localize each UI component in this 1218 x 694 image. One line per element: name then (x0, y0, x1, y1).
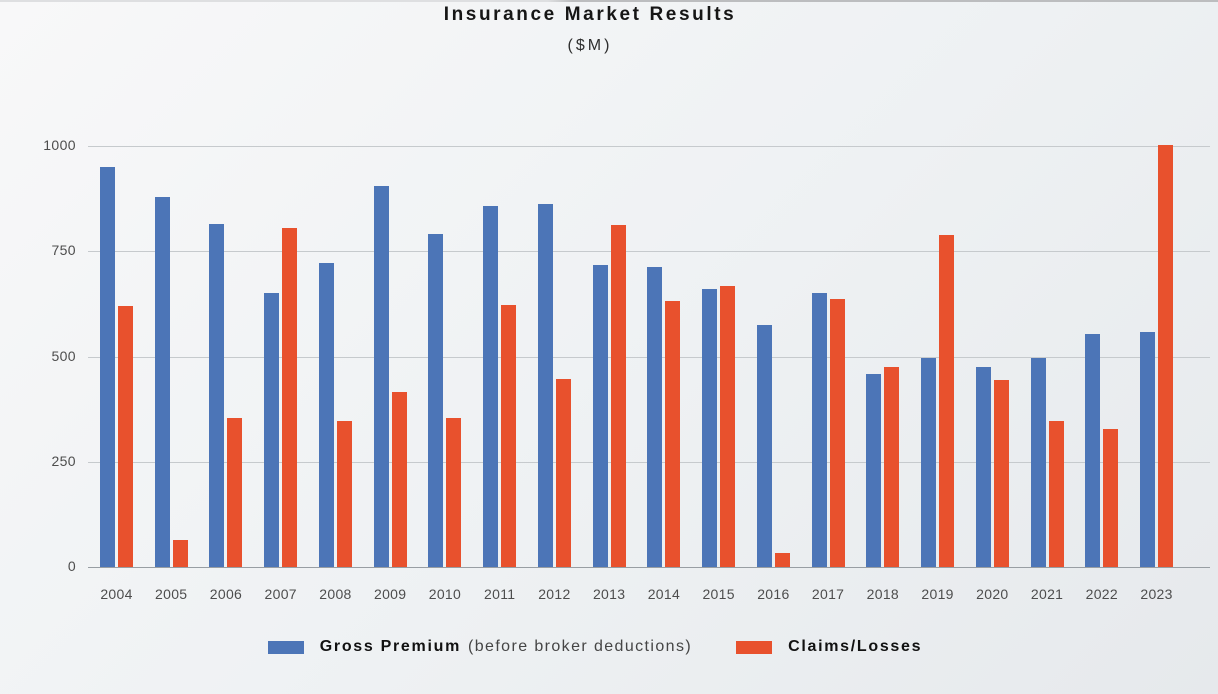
bar-claims-losses-2018 (884, 366, 900, 567)
x-axis-tick-label-2020: 2020 (976, 586, 1009, 602)
y-axis-tick-label-500: 500 (51, 347, 76, 364)
bar-claims-losses-2009 (391, 392, 407, 567)
x-axis-tick-label-2015: 2015 (702, 586, 735, 602)
bar-claims-losses-2007 (282, 227, 298, 567)
legend-text-gross-premium: Gross Premium (before broker deductions) (320, 638, 692, 656)
bar-gross-premium-2005 (154, 197, 170, 567)
bar-claims-losses-2022 (1103, 428, 1119, 567)
bar-claims-losses-2010 (446, 417, 462, 567)
x-axis-tick-label-2022: 2022 (1085, 586, 1118, 602)
x-axis-tick-label-2008: 2008 (319, 586, 352, 602)
y-axis-tick-label-250: 250 (51, 452, 76, 469)
bar-claims-losses-2019 (939, 234, 955, 567)
x-axis-tick-label-2013: 2013 (592, 586, 626, 602)
x-axis-tick-label-2006: 2006 (209, 586, 243, 602)
bar-claims-losses-2013 (610, 224, 626, 567)
x-axis-tick-label-2018: 2018 (866, 586, 900, 602)
bar-gross-premium-2022 (1085, 334, 1101, 567)
bar-claims-losses-2011 (501, 305, 517, 567)
bar-gross-premium-2014 (647, 266, 663, 567)
legend-note-gross-premium: (before broker deductions) (468, 638, 693, 655)
bar-claims-losses-2015 (720, 285, 736, 567)
chart-title: Insurance Market Results (443, 4, 737, 25)
bar-gross-premium-2012 (537, 204, 553, 567)
x-axis-tick-label-2005: 2005 (155, 586, 188, 602)
gridline-0 (88, 567, 1210, 568)
bar-claims-losses-2021 (1048, 421, 1064, 567)
x-axis-tick-label-2012: 2012 (538, 586, 571, 602)
y-axis-tick-label-750: 750 (51, 242, 76, 259)
legend: Gross Premium (before broker deductions) … (0, 638, 1218, 656)
bar-claims-losses-2012 (555, 378, 571, 567)
y-axis-tick-label-1000: 1000 (43, 137, 76, 153)
bar-claims-losses-2016 (774, 552, 790, 567)
bar-claims-losses-2004 (118, 305, 133, 567)
bar-gross-premium-2010 (428, 234, 444, 567)
gridline-750 (88, 251, 1210, 253)
chart-subtitle: ($M) (567, 37, 613, 54)
legend-item-gross-premium: Gross Premium (before broker deductions) (267, 638, 692, 656)
legend-item-claims-losses: Claims/Losses (736, 638, 922, 656)
bar-gross-premium-2004 (100, 167, 115, 567)
legend-label-claims-losses: Claims/Losses (788, 638, 923, 655)
bar-claims-losses-2005 (172, 540, 188, 567)
x-axis-tick-label-2023: 2023 (1140, 586, 1173, 602)
bar-claims-losses-2008 (336, 420, 352, 567)
legend-label-gross-premium: Gross Premium (319, 638, 462, 655)
bar-gross-premium-2011 (483, 205, 499, 567)
bar-gross-premium-2016 (756, 324, 772, 567)
bar-claims-losses-2017 (829, 298, 845, 567)
chart-header: Insurance Market Results ($M) (0, 3, 1218, 56)
bar-claims-losses-2006 (227, 417, 243, 567)
bar-gross-premium-2023 (1140, 332, 1156, 567)
bar-gross-premium-2017 (811, 293, 827, 567)
x-axis-tick-label-2019: 2019 (921, 586, 954, 602)
bar-gross-premium-2006 (209, 223, 225, 567)
x-axis-tick-label-2010: 2010 (428, 586, 462, 602)
bar-gross-premium-2009 (373, 186, 389, 567)
x-axis-tick-label-2016: 2016 (757, 586, 790, 602)
bar-gross-premium-2018 (866, 373, 882, 567)
y-axis-tick-label-0: 0 (67, 558, 76, 574)
gridline-1000 (88, 146, 1210, 147)
x-axis-tick-label-2021: 2021 (1030, 586, 1064, 602)
bar-gross-premium-2021 (1030, 357, 1046, 567)
bar-gross-premium-2013 (592, 264, 608, 567)
bar-gross-premium-2007 (264, 293, 280, 567)
bar-claims-losses-2023 (1158, 145, 1174, 567)
bar-claims-losses-2020 (993, 379, 1009, 567)
x-axis-tick-label-2017: 2017 (811, 586, 845, 602)
plot-area: 0 250 500 750 1000 2004 2005 2006 2007 2008 2009 20… (43, 137, 1210, 602)
x-axis-tick-label-2014: 2014 (647, 586, 681, 602)
x-axis-tick-label-2004: 2004 (100, 586, 133, 602)
bar-claims-losses-2014 (665, 300, 681, 567)
bar-gross-premium-2015 (702, 289, 718, 567)
bar-gross-premium-2019 (921, 357, 937, 567)
x-axis-tick-label-2011: 2011 (484, 586, 516, 602)
window-top-edge (0, 0, 1218, 2)
legend-swatch-gross-premium-icon (267, 640, 304, 654)
bar-gross-premium-2020 (975, 367, 991, 567)
legend-swatch-claims-losses-icon (736, 640, 773, 654)
x-axis-tick-label-2009: 2009 (374, 586, 407, 602)
x-axis-tick-label-2007: 2007 (264, 586, 297, 602)
bar-gross-premium-2008 (318, 263, 334, 567)
